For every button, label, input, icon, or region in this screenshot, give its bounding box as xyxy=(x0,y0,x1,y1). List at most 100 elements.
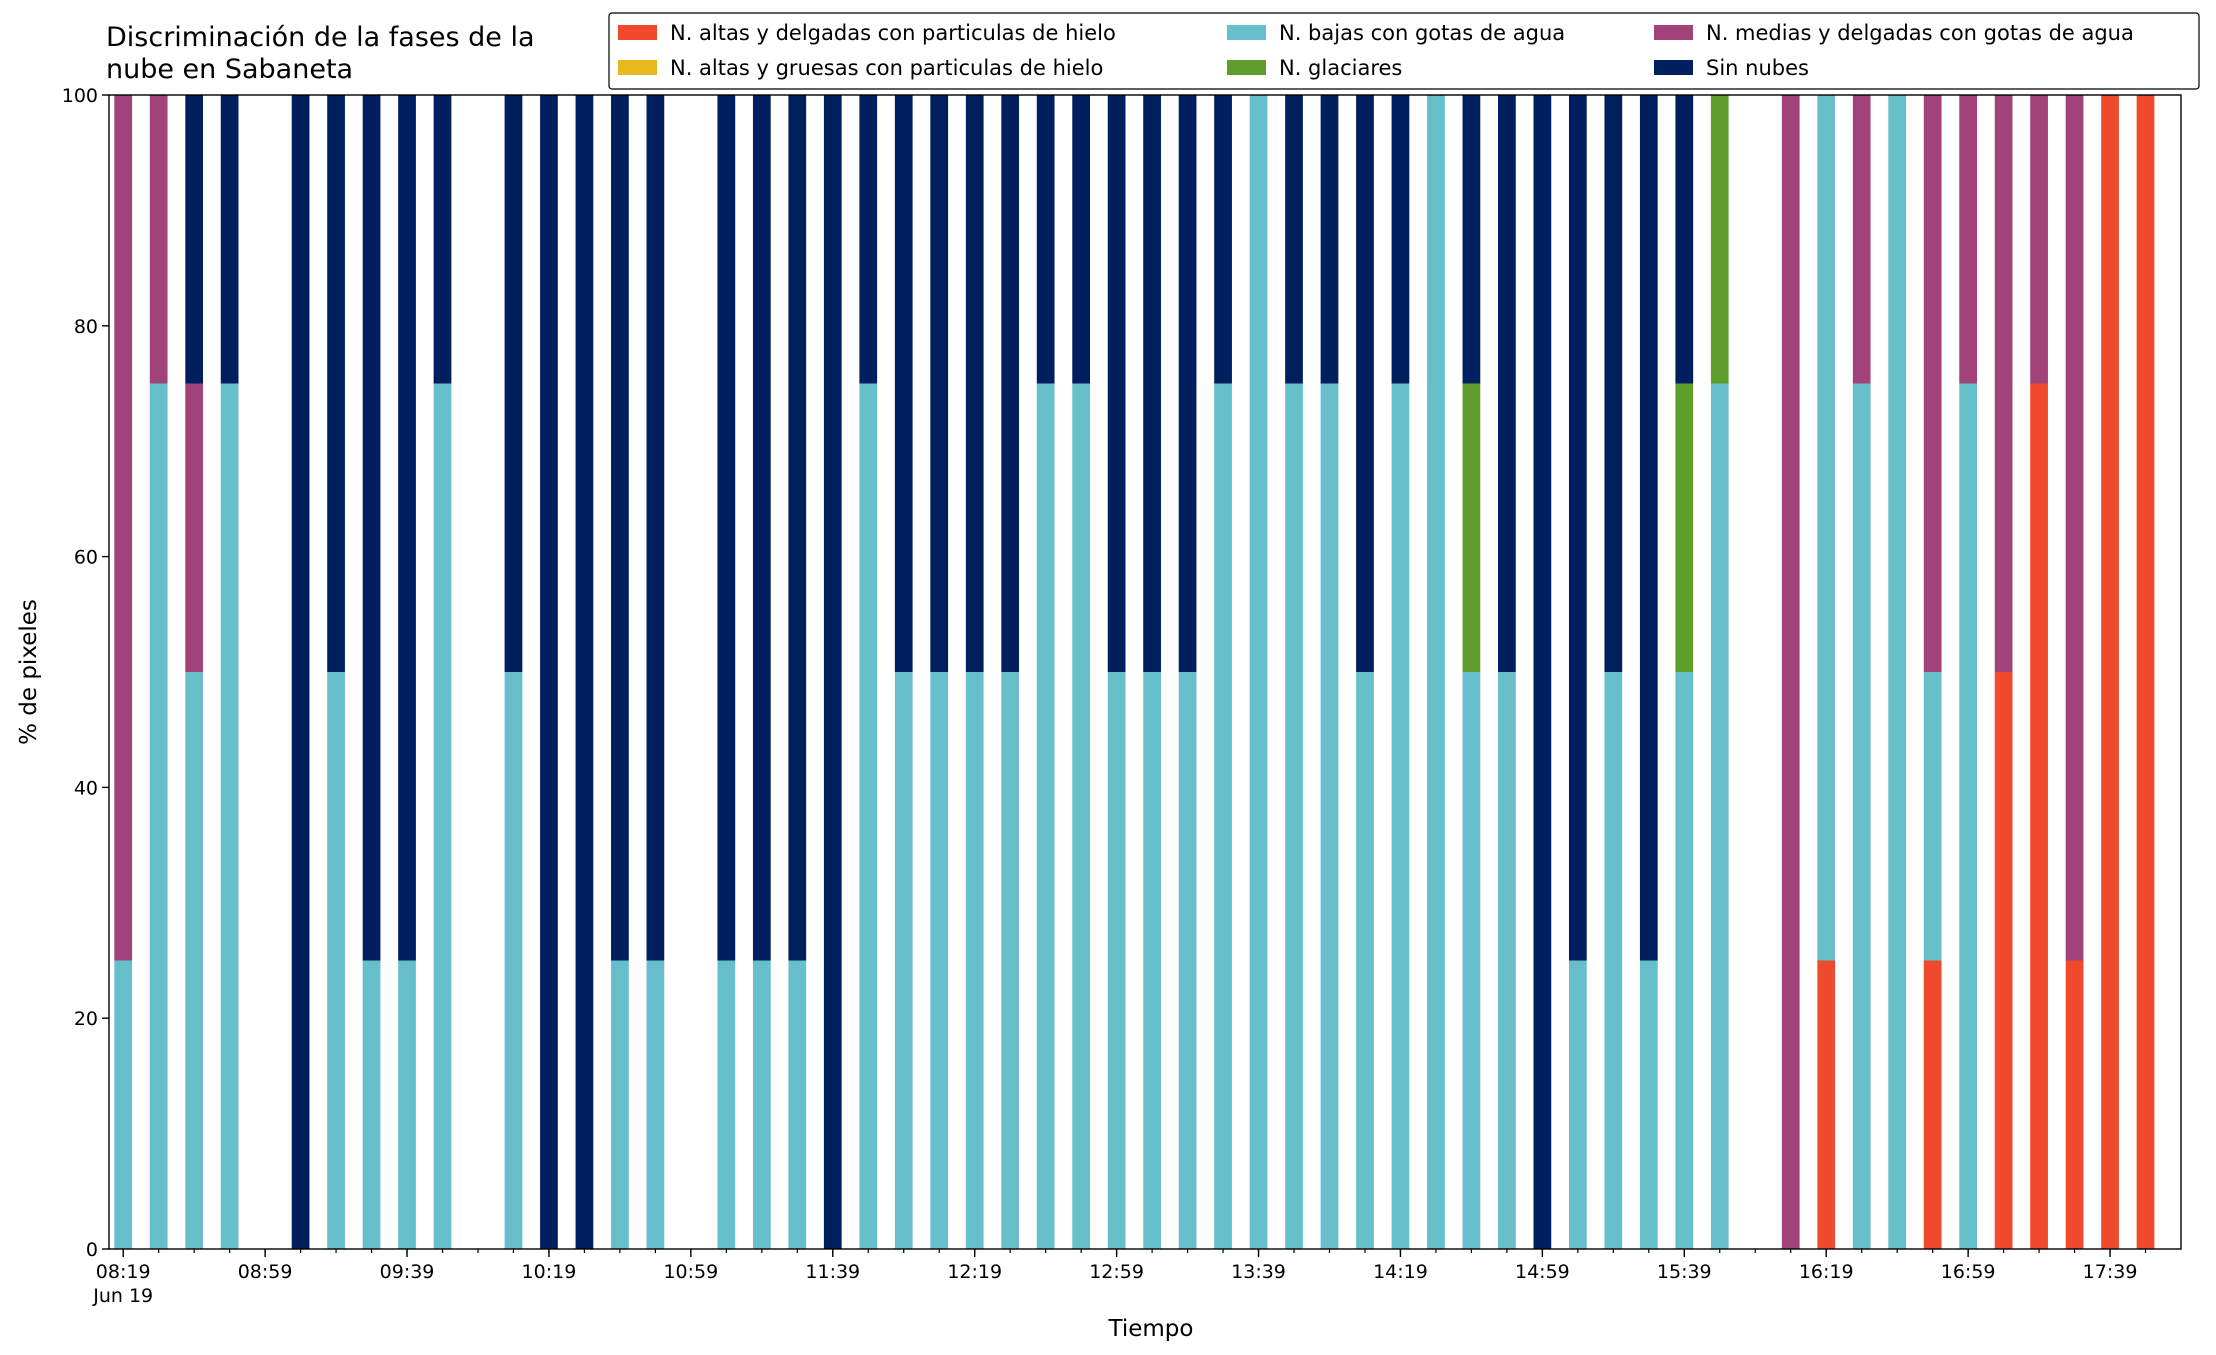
bar-segment xyxy=(752,95,771,961)
bar-segment xyxy=(1923,672,1942,961)
legend-swatch xyxy=(618,25,657,40)
legend-label: N. bajas con gotas de agua xyxy=(1279,21,1565,45)
bar-segment xyxy=(1036,383,1055,1249)
x-tick-label: 14:19 xyxy=(1373,1261,1428,1283)
bar-segment xyxy=(1710,383,1729,1249)
bar-segment xyxy=(1249,95,1268,1249)
bar-segment xyxy=(540,95,558,1249)
x-tick-label: 08:19 xyxy=(96,1261,151,1283)
bar-segment xyxy=(1001,672,1020,1249)
bar-segment xyxy=(1675,672,1694,1249)
bar-segment xyxy=(433,383,452,1249)
legend-label: N. glaciares xyxy=(1279,56,1402,80)
y-tick-label: 80 xyxy=(74,316,98,338)
bar-segment xyxy=(717,960,736,1249)
bar-segment xyxy=(1462,383,1481,672)
bar-segment xyxy=(930,95,949,672)
bar-segment xyxy=(1462,95,1481,384)
bar-segment xyxy=(788,95,807,961)
bar-segment xyxy=(611,960,629,1249)
bar-segment xyxy=(894,95,913,672)
legend-label: N. altas y gruesas con particulas de hie… xyxy=(670,56,1103,80)
bar-segment xyxy=(2030,95,2048,384)
bar-segment xyxy=(1356,95,1374,672)
bar-segment xyxy=(2101,95,2119,1249)
legend-swatch xyxy=(1227,60,1266,75)
x-tick-label: 15:39 xyxy=(1657,1261,1712,1283)
bar-segment xyxy=(1675,95,1694,384)
bar-segment xyxy=(1604,95,1623,672)
bar-segment xyxy=(114,95,133,961)
bar-segment xyxy=(1285,95,1303,384)
bar-segment xyxy=(1923,960,1942,1249)
bar-segment xyxy=(1710,95,1729,384)
bar-segment xyxy=(859,95,878,384)
bar-segment xyxy=(752,960,771,1249)
bar-segment xyxy=(1604,672,1623,1249)
y-tick-label: 100 xyxy=(62,85,98,107)
bar-segment xyxy=(1639,95,1658,961)
bar-segment xyxy=(2136,95,2155,1249)
bar-segment xyxy=(149,95,168,384)
x-tick-label: 12:59 xyxy=(1089,1261,1144,1283)
bar-segment xyxy=(646,960,665,1249)
legend-swatch xyxy=(618,60,657,75)
bar-segment xyxy=(1001,95,1020,672)
bar-segment xyxy=(220,383,239,1249)
bar-segment xyxy=(149,383,168,1249)
bar-segment xyxy=(2065,95,2084,961)
bar-segment xyxy=(2065,960,2084,1249)
bar-segment xyxy=(2030,383,2048,1249)
bar-segment xyxy=(1959,383,1977,1249)
y-tick-label: 40 xyxy=(74,777,98,799)
bar-segment xyxy=(1391,383,1410,1249)
bar-segment xyxy=(185,383,204,672)
bar-segment xyxy=(1639,960,1658,1249)
legend-label: N. altas y delgadas con particulas de hi… xyxy=(670,21,1116,45)
bar-segment xyxy=(185,672,204,1249)
y-tick-label: 0 xyxy=(86,1239,98,1261)
bar-segment xyxy=(1391,95,1410,384)
bar-segment xyxy=(1959,95,1977,384)
x-tick-label: 16:19 xyxy=(1799,1261,1854,1283)
x-tick-label: 17:39 xyxy=(2083,1261,2138,1283)
bar-segment xyxy=(220,95,239,384)
legend-label: Sin nubes xyxy=(1706,56,1809,80)
x-axis-label: Tiempo xyxy=(1108,1316,1194,1342)
bar-segment xyxy=(611,95,629,961)
bar-segment xyxy=(646,95,665,961)
bar-segment xyxy=(717,95,736,961)
bar-segment xyxy=(1285,383,1303,1249)
bar-segment xyxy=(1781,95,1800,1249)
bar-segment xyxy=(1356,672,1374,1249)
x-tick-label: 12:19 xyxy=(947,1261,1002,1283)
bar-segment xyxy=(1107,672,1126,1249)
bar-segment xyxy=(930,672,949,1249)
bar-segment xyxy=(1178,672,1197,1249)
x-tick-label: 16:59 xyxy=(1941,1261,1996,1283)
bar-segment xyxy=(1427,95,1445,1249)
y-tick-label: 60 xyxy=(74,547,98,569)
bar-segment xyxy=(398,960,416,1249)
x-tick-label: 13:39 xyxy=(1231,1261,1286,1283)
x-tick-label: 08:59 xyxy=(238,1261,293,1283)
x-tick-label: 10:59 xyxy=(663,1261,718,1283)
bar-segment xyxy=(1568,95,1587,961)
bar-segment xyxy=(823,95,842,1249)
bar-segment xyxy=(1498,95,1516,672)
bar-segment xyxy=(1852,383,1871,1249)
plot-frame xyxy=(108,94,2182,1250)
x-tick-label: 11:39 xyxy=(805,1261,860,1283)
bar-segment xyxy=(1214,95,1232,384)
bar-segment xyxy=(327,95,345,672)
bar-segment xyxy=(575,95,594,1249)
bar-segment xyxy=(1072,95,1091,384)
bar-segment xyxy=(1568,960,1587,1249)
bar-segment xyxy=(185,95,204,384)
bar-segment xyxy=(1817,960,1836,1249)
bar-segment xyxy=(1320,383,1339,1249)
bar-segment xyxy=(1462,672,1481,1249)
bar-segment xyxy=(1178,95,1197,672)
